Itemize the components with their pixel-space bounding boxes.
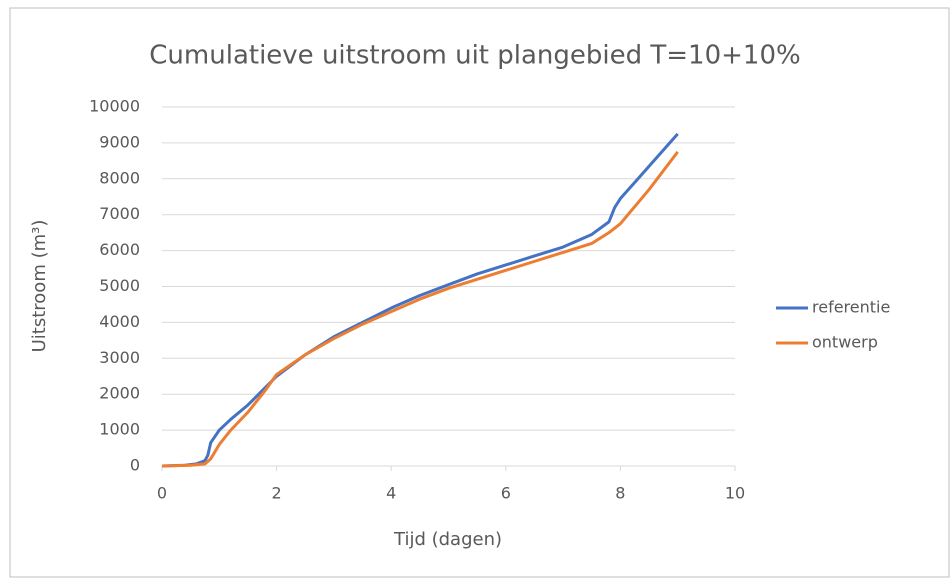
x-tick-label: 2: [272, 484, 282, 503]
legend-label: ontwerp: [812, 333, 878, 352]
x-tick-label: 6: [501, 484, 511, 503]
legend-label: referentie: [812, 298, 890, 317]
y-tick-label: 10000: [89, 97, 140, 116]
chart-title: Cumulatieve uitstroom uit plangebied T=1…: [149, 41, 800, 71]
x-tick-label: 4: [386, 484, 396, 503]
x-tick-label: 10: [725, 484, 745, 503]
y-tick-label: 6000: [99, 240, 140, 259]
x-tick-label: 0: [157, 484, 167, 503]
y-tick-label: 4000: [99, 312, 140, 331]
y-tick-label: 5000: [99, 276, 140, 295]
y-tick-label: 1000: [99, 420, 140, 439]
series-line: [161, 132, 679, 468]
y-axis-title: Uitstroom (m³): [29, 220, 50, 353]
series-line: [161, 150, 679, 468]
y-tick-label: 9000: [99, 132, 140, 151]
y-tick-label: 8000: [99, 168, 140, 187]
y-tick-label: 0: [130, 456, 140, 475]
x-tick-label: 8: [615, 484, 625, 503]
chart-frame: [9, 7, 950, 578]
y-tick-label: 2000: [99, 384, 140, 403]
x-axis-title: Tijd (dagen): [393, 529, 502, 550]
y-tick-label: 7000: [99, 204, 140, 223]
y-tick-label: 3000: [99, 348, 140, 367]
